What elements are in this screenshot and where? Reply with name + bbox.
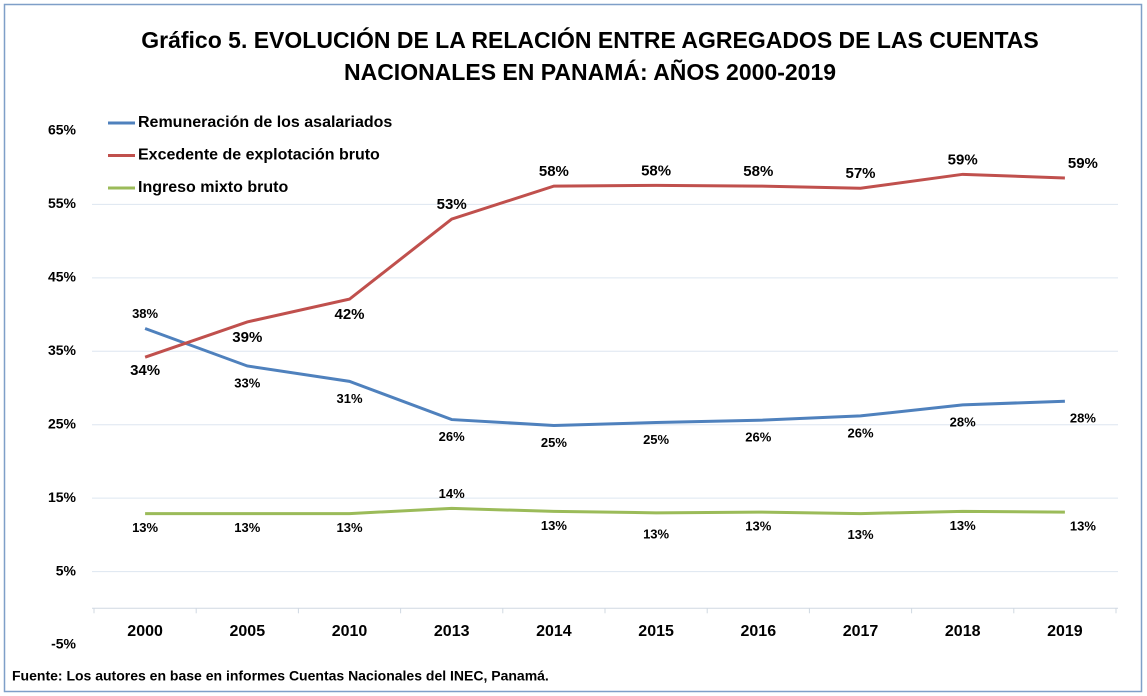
data-label: 39% [232, 329, 262, 346]
data-label: 25% [643, 432, 669, 447]
x-tick-label: 2014 [536, 623, 572, 640]
y-tick-label: 15% [48, 489, 77, 505]
data-label: 26% [847, 425, 873, 440]
y-tick-label: -5% [51, 636, 76, 652]
x-tick-label: 2016 [741, 623, 777, 640]
chart-subtitle: NACIONALES EN PANAMÁ: AÑOS 2000-2019 [344, 58, 836, 85]
data-label: 14% [439, 486, 465, 501]
data-label: 26% [745, 430, 771, 445]
data-label: 33% [234, 375, 260, 390]
y-tick-label: 55% [48, 195, 77, 211]
x-tick-label: 2019 [1047, 623, 1083, 640]
chart-title: Gráfico 5. EVOLUCIÓN DE LA RELACIÓN ENTR… [141, 26, 1039, 53]
data-label: 25% [541, 435, 567, 450]
data-label: 38% [132, 306, 158, 321]
data-label: 13% [745, 519, 771, 534]
data-label: 13% [234, 520, 260, 535]
data-label: 58% [539, 163, 569, 180]
data-label: 57% [845, 165, 875, 182]
data-label: 13% [132, 520, 158, 535]
data-label: 13% [541, 518, 567, 533]
x-tick-label: 2005 [230, 623, 266, 640]
data-label: 53% [437, 196, 467, 213]
series-line [145, 506, 1065, 516]
data-label: 42% [334, 306, 364, 323]
x-tick-label: 2013 [434, 623, 470, 640]
y-tick-label: 25% [48, 415, 77, 431]
series-line [144, 172, 1065, 359]
legend-label: Ingreso mixto bruto [138, 179, 288, 196]
data-label: 59% [948, 151, 978, 168]
data-label: 59% [1068, 155, 1098, 172]
x-tick-label: 2017 [843, 623, 879, 640]
source-note: Fuente: Los autores en base en informes … [12, 668, 549, 684]
legend-label: Remuneración de los asalariados [138, 114, 392, 131]
y-tick-label: 65% [48, 122, 77, 138]
data-label: 26% [439, 429, 465, 444]
data-label: 13% [336, 520, 362, 535]
x-tick-label: 2018 [945, 623, 981, 640]
x-tick-label: 2000 [127, 623, 163, 640]
data-label: 58% [641, 162, 671, 179]
data-label: 31% [336, 391, 362, 406]
data-label: 13% [1070, 519, 1096, 534]
data-label: 28% [1070, 411, 1096, 426]
y-tick-label: 5% [56, 562, 77, 578]
y-tick-label: 45% [48, 269, 77, 285]
data-label: 13% [950, 518, 976, 533]
data-label: 58% [743, 163, 773, 180]
y-tick-label: 35% [48, 342, 77, 358]
data-label: 13% [643, 526, 669, 541]
x-tick-label: 2010 [332, 623, 368, 640]
x-tick-label: 2015 [638, 623, 674, 640]
data-label: 28% [950, 414, 976, 429]
legend-label: Excedente de explotación bruto [138, 147, 380, 164]
data-label: 13% [847, 527, 873, 542]
series-line [144, 327, 1065, 427]
data-label: 34% [130, 362, 160, 379]
